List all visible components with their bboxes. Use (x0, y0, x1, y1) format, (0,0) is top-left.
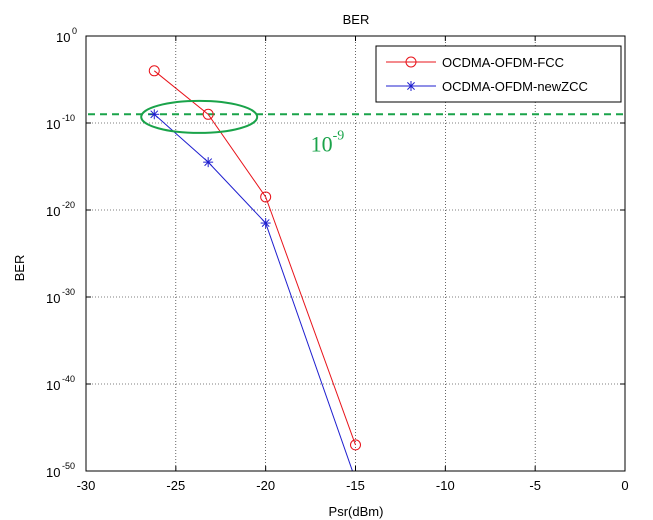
star-marker-stroke (150, 110, 159, 119)
y-tick-label-exponent: -50 (62, 461, 75, 471)
legend-box (375, 45, 622, 103)
data-point (149, 109, 160, 120)
grid-lines (86, 36, 625, 471)
x-tick-label: -5 (529, 478, 541, 493)
chart-title: BER (343, 12, 370, 27)
y-tick-label-exponent: -10 (62, 113, 75, 123)
x-tick-label: -30 (77, 478, 96, 493)
annotation-base: 10 (311, 131, 333, 156)
highlight-ellipse (140, 99, 259, 134)
y-tick-label-exponent: -40 (62, 374, 75, 384)
y-axis-label: BER (12, 255, 27, 282)
star-marker-stroke (261, 219, 270, 228)
series-line (153, 70, 356, 446)
series-group (148, 65, 361, 471)
y-tick-label-base: 10 (56, 30, 70, 45)
data-point (260, 191, 272, 203)
y-tick-label-base: 10 (46, 378, 60, 393)
legend: OCDMA-OFDM-FCC OCDMA-OFDM-newZCC (375, 45, 622, 103)
legend-label: OCDMA-OFDM-FCC (442, 55, 564, 70)
y-tick-label-exponent: 0 (72, 26, 77, 36)
data-point (350, 439, 361, 451)
annotation-group: 10 -9 (140, 99, 345, 156)
annotation-exponent: -9 (333, 128, 345, 143)
y-tick-label-base: 10 (46, 291, 60, 306)
x-tick-label: -20 (256, 478, 275, 493)
y-tick-label-base: 10 (46, 465, 60, 480)
x-tick-label: -15 (346, 478, 365, 493)
x-tick-label: 0 (621, 478, 628, 493)
star-marker-stroke (204, 158, 213, 167)
data-point (202, 108, 214, 120)
data-point (148, 65, 160, 77)
legend-marker (406, 81, 416, 91)
series-1 (148, 65, 361, 451)
x-tick-label: -25 (166, 478, 185, 493)
data-point (203, 157, 214, 168)
data-point (260, 218, 271, 229)
x-tick-label: -10 (436, 478, 455, 493)
y-tick-label-exponent: -30 (62, 287, 75, 297)
legend-marker (405, 56, 417, 68)
series-2 (149, 109, 353, 471)
y-tick-label-base: 10 (46, 117, 60, 132)
series-line (153, 113, 353, 471)
x-axis-ticks: -30 -25 -20 -15 -10 -5 0 (77, 36, 629, 493)
star-marker-stroke (407, 82, 415, 90)
y-tick-label-exponent: -20 (62, 200, 75, 210)
y-tick-label-base: 10 (46, 204, 60, 219)
x-axis-label: Psr(dBm) (329, 504, 384, 519)
legend-label: OCDMA-OFDM-newZCC (442, 79, 588, 94)
